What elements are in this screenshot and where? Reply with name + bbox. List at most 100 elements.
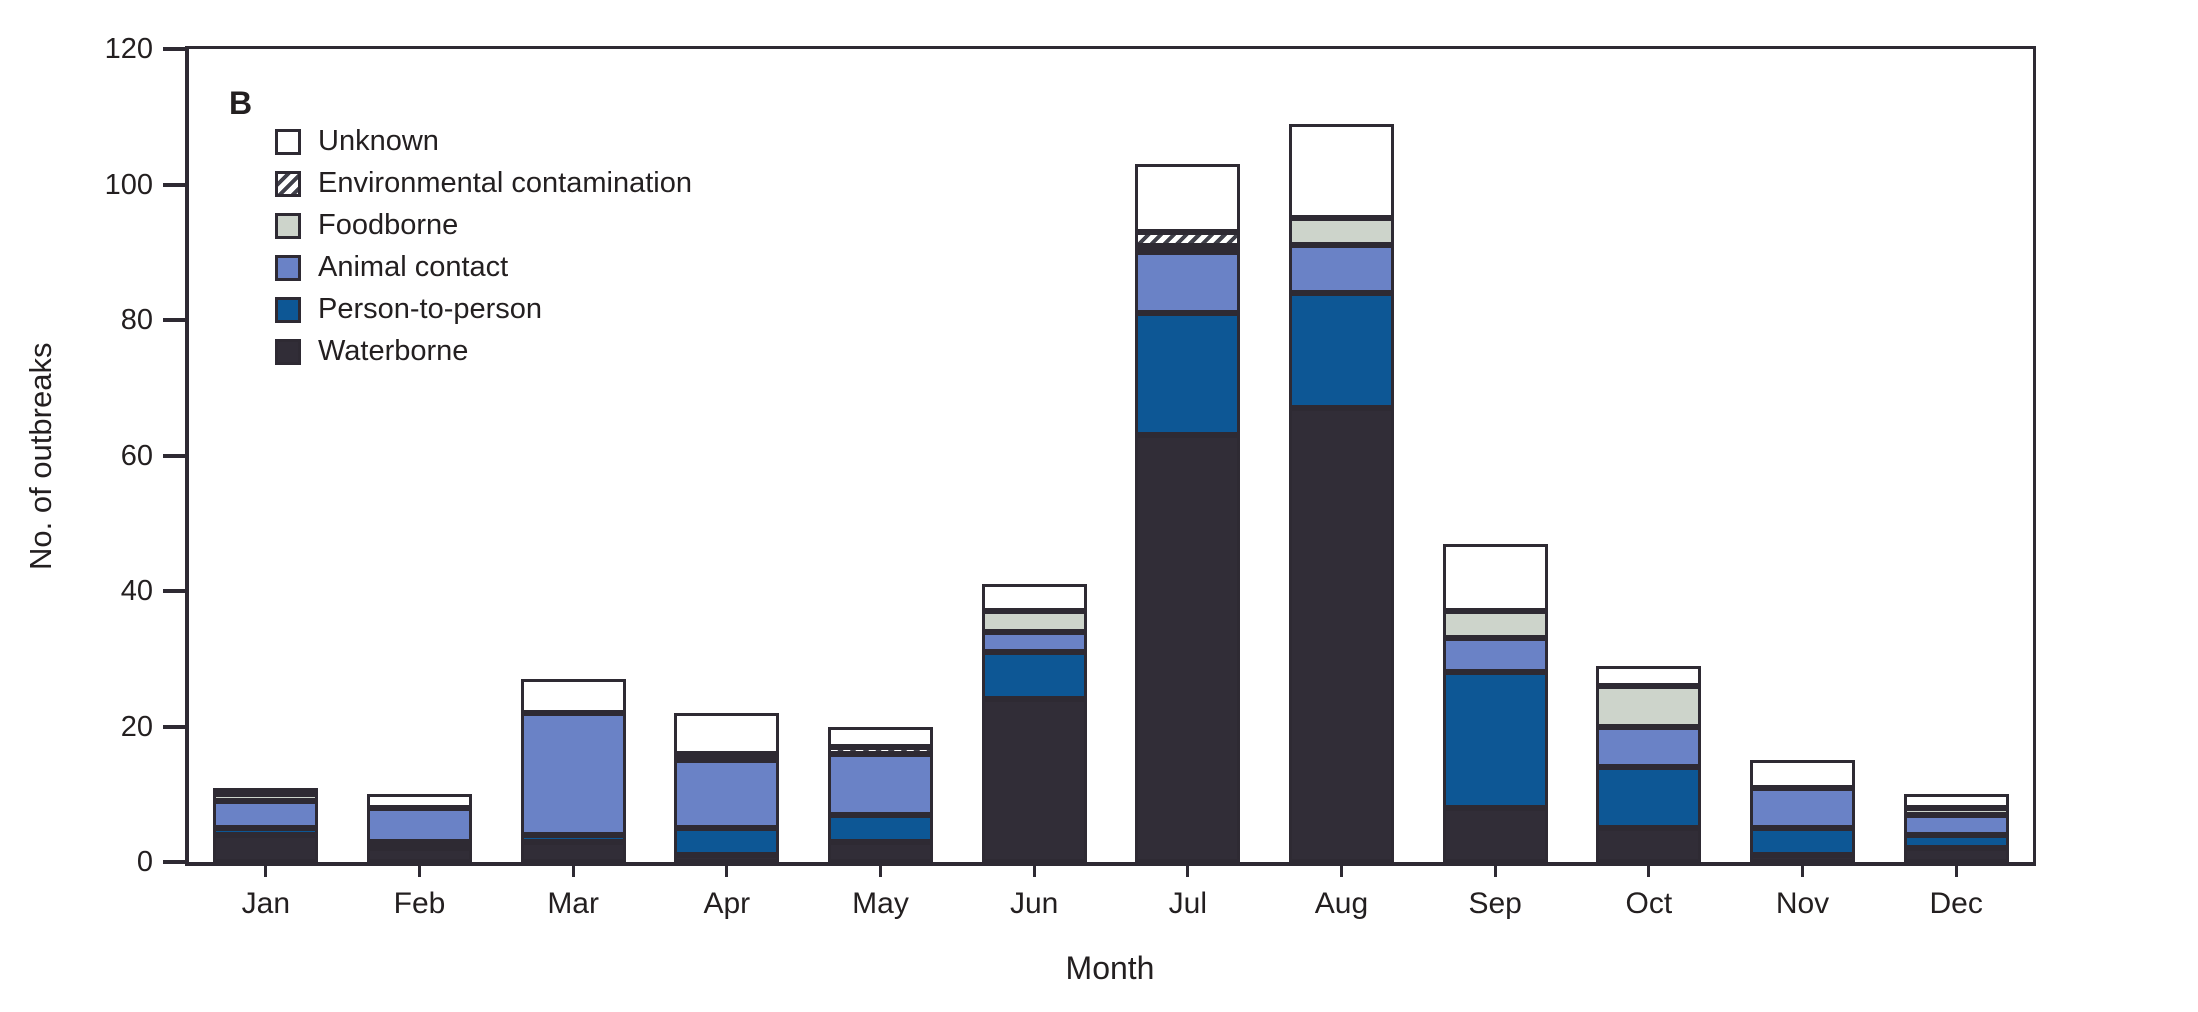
legend-swatch-icon — [275, 254, 301, 281]
y-axis-tick-label: 100 — [104, 168, 153, 201]
x-axis-tick-label: Oct — [1625, 887, 1673, 920]
segment-unknown — [1135, 164, 1241, 232]
legend-label: Unknown — [318, 125, 439, 157]
legend-item-person-to-person: Person-to-person — [275, 293, 692, 326]
segment-waterborne — [1596, 828, 1702, 862]
segment-unknown — [213, 787, 319, 795]
segment-person-to-person — [213, 828, 319, 835]
bar-jun — [981, 584, 1087, 862]
segment-waterborne — [981, 699, 1087, 862]
x-axis-tick — [1186, 862, 1190, 877]
x-axis-tick-label: May — [852, 887, 909, 920]
bar-feb — [367, 794, 472, 862]
segment-person-to-person — [1750, 828, 1855, 856]
legend-label: Waterborne — [318, 335, 469, 367]
segment-animal-contact — [1750, 787, 1855, 829]
y-axis-tick — [163, 724, 185, 729]
segment-waterborne — [828, 841, 933, 862]
segment-waterborne — [674, 855, 780, 862]
bar-sep — [1442, 543, 1548, 862]
segment-animal-contact — [674, 760, 780, 829]
segment-environmental-contamination — [828, 746, 933, 754]
bar-oct — [1596, 665, 1702, 862]
x-axis-tick — [1493, 862, 1497, 877]
legend-item-waterborne: Waterborne — [275, 335, 692, 368]
segment-foodborne — [213, 794, 319, 802]
y-axis-tick — [163, 860, 185, 864]
segment-person-to-person — [981, 651, 1087, 700]
segment-waterborne — [520, 841, 626, 862]
legend-label: Person-to-person — [318, 293, 543, 325]
bar-jan — [213, 787, 319, 862]
y-axis-tick-label: 80 — [120, 304, 153, 336]
x-axis-tick-label: Dec — [1929, 887, 1983, 920]
x-axis-tick — [418, 862, 421, 877]
segment-waterborne — [213, 834, 319, 862]
x-axis-tick-label: Feb — [393, 887, 446, 920]
legend: Unknown Environmental contamination Foodbo… — [275, 125, 692, 368]
bar-mar — [520, 679, 626, 862]
x-axis-tick-label: Sep — [1468, 887, 1522, 920]
y-axis-tick-label: 0 — [136, 846, 153, 878]
segment-person-to-person — [1135, 313, 1241, 436]
y-axis-tick — [163, 453, 185, 458]
bar-dec — [1903, 794, 2009, 862]
y-axis-tick — [163, 182, 185, 187]
segment-waterborne — [1135, 435, 1241, 862]
legend-swatch-icon — [275, 170, 301, 197]
x-axis-tick-label: Jan — [241, 887, 291, 920]
legend-swatch-icon — [275, 128, 301, 155]
segment-person-to-person — [1596, 767, 1702, 829]
x-axis-tick — [1954, 862, 1958, 877]
segment-unknown — [1750, 760, 1855, 788]
segment-unknown — [1289, 123, 1394, 219]
segment-person-to-person — [1289, 292, 1394, 409]
y-axis-tick — [163, 47, 185, 51]
segment-waterborne — [367, 848, 472, 862]
legend-swatch-icon — [275, 296, 301, 323]
y-axis-tick-label: 60 — [120, 439, 153, 472]
x-axis-tick — [1032, 862, 1036, 877]
segment-person-to-person — [520, 834, 626, 842]
segment-animal-contact — [981, 631, 1087, 652]
segment-unknown — [367, 794, 472, 808]
segment-animal-contact — [367, 807, 472, 842]
y-axis-tick-label: 120 — [104, 33, 153, 65]
x-axis-tick — [879, 862, 882, 877]
legend-swatch-icon — [275, 338, 301, 365]
segment-foodborne — [1903, 807, 2009, 815]
segment-foodborne — [1135, 245, 1241, 253]
segment-animal-contact — [1903, 814, 2009, 835]
bar-nov — [1750, 760, 1855, 862]
x-axis-tick-label: Nov — [1775, 887, 1830, 920]
segment-unknown — [1442, 543, 1548, 612]
y-axis-tick-label: 40 — [120, 575, 153, 607]
segment-animal-contact — [828, 753, 933, 815]
legend-label: Foodborne — [318, 209, 459, 241]
segment-animal-contact — [520, 712, 626, 835]
segment-animal-contact — [1289, 245, 1394, 293]
segment-waterborne — [1750, 855, 1855, 862]
segment-environmental-contamination — [1135, 231, 1241, 246]
segment-person-to-person — [367, 841, 472, 849]
x-axis-tick — [1647, 862, 1651, 877]
plot-area: B Unknown Environmental contamination Food… — [105, 33, 2036, 920]
segment-unknown — [674, 712, 780, 754]
y-axis-tick-label: 20 — [120, 710, 153, 743]
y-axis-tick — [163, 318, 185, 322]
legend-label: Animal contact — [318, 251, 509, 283]
segment-foodborne — [1596, 685, 1702, 727]
bar-apr — [674, 712, 780, 862]
legend-label: Environmental contamination — [318, 167, 692, 199]
x-axis-tick — [571, 862, 575, 877]
segment-unknown — [981, 584, 1087, 612]
x-axis-title: Month — [1065, 950, 1155, 986]
x-axis-tick-label: Jun — [1009, 887, 1059, 920]
legend-item-animal-contact: Animal contact — [275, 251, 692, 284]
segment-waterborne — [1903, 848, 2009, 862]
segment-environmental-contamination — [674, 753, 780, 761]
segment-animal-contact — [1442, 638, 1548, 673]
segment-person-to-person — [828, 814, 933, 842]
legend-item-foodborne: Foodborne — [275, 209, 692, 242]
